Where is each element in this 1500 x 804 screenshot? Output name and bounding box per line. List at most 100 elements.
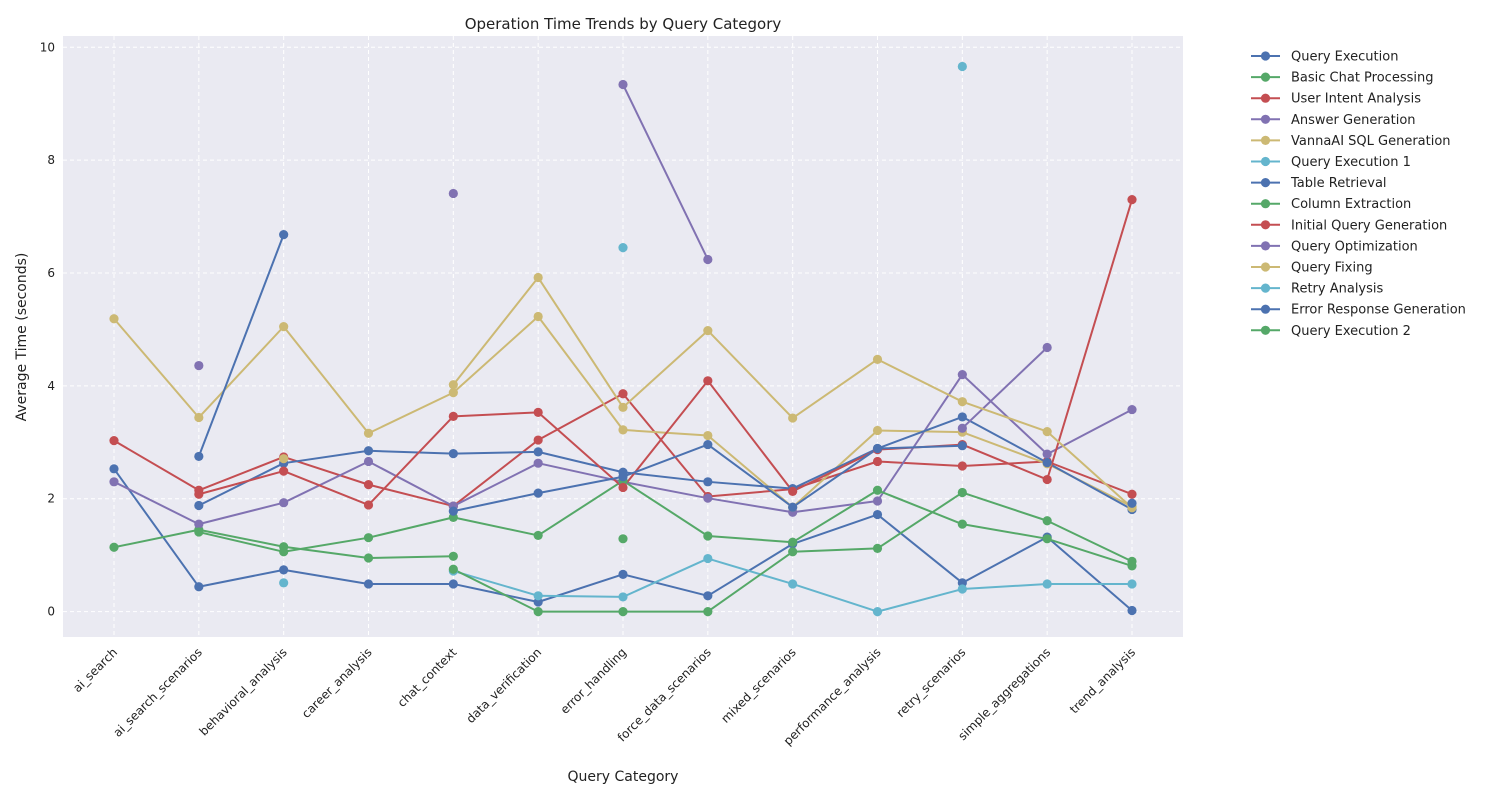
legend-label: Query Optimization xyxy=(1291,239,1418,254)
data-point xyxy=(957,423,967,433)
data-point xyxy=(279,230,289,240)
legend-label: Query Fixing xyxy=(1291,261,1373,276)
series-line xyxy=(622,84,709,260)
data-point xyxy=(363,480,374,490)
data-point xyxy=(1042,342,1052,353)
x-tick-label: simple_aggregations xyxy=(955,645,1053,743)
x-tick-label: performance_analysis xyxy=(781,645,884,748)
data-point xyxy=(448,506,458,516)
x-tick-label: data_verification xyxy=(463,645,544,726)
data-point xyxy=(448,564,458,574)
data-point xyxy=(957,519,967,529)
data-point xyxy=(618,569,628,579)
data-point xyxy=(872,443,883,454)
data-point xyxy=(872,607,883,617)
data-point xyxy=(533,447,543,457)
data-point xyxy=(279,498,289,508)
data-point xyxy=(109,477,119,487)
data-point xyxy=(957,584,967,594)
legend-swatch-marker xyxy=(1260,220,1271,230)
data-point xyxy=(448,551,458,561)
legend-swatch-marker xyxy=(1260,283,1271,293)
legend-swatch-marker xyxy=(1260,72,1271,82)
data-point xyxy=(448,380,458,390)
data-point xyxy=(872,456,883,467)
data-point xyxy=(194,582,204,592)
legend-label: Query Execution xyxy=(1291,50,1398,65)
x-tick-label: ai_search_scenarios xyxy=(110,645,204,739)
legend-swatch-marker xyxy=(1260,178,1271,188)
legend-label: Table Retrieval xyxy=(1290,176,1387,191)
data-point xyxy=(872,354,883,364)
y-tick-label: 10 xyxy=(40,40,55,54)
data-point xyxy=(1127,498,1137,508)
data-point xyxy=(1042,474,1052,485)
data-point xyxy=(1127,579,1137,589)
legend-swatch-marker xyxy=(1260,114,1271,124)
data-point xyxy=(957,61,967,72)
data-point xyxy=(363,533,374,543)
data-point xyxy=(194,489,204,499)
y-tick-label: 6 xyxy=(47,266,55,280)
legend-label: Answer Generation xyxy=(1291,113,1416,128)
data-point xyxy=(618,389,628,399)
x-tick-label: error_handling xyxy=(558,645,630,717)
data-point xyxy=(618,425,628,435)
data-point xyxy=(703,477,713,487)
data-point xyxy=(618,592,628,602)
data-point xyxy=(703,430,713,441)
legend-swatch-marker xyxy=(1260,156,1271,167)
data-point xyxy=(448,448,458,459)
x-tick-labels: ai_searchai_search_scenariosbehavioral_a… xyxy=(70,645,1138,748)
series-markers xyxy=(109,61,1137,617)
data-point xyxy=(363,428,374,438)
data-point xyxy=(703,553,713,564)
data-point xyxy=(1042,534,1052,544)
legend-label: Column Extraction xyxy=(1291,197,1411,212)
legend-label: Query Execution 2 xyxy=(1291,324,1411,339)
y-tick-label: 4 xyxy=(47,379,55,393)
legend-label: Error Response Generation xyxy=(1291,303,1466,318)
data-point xyxy=(279,466,289,476)
x-tick-label: trend_analysis xyxy=(1067,645,1138,716)
data-point xyxy=(194,451,204,462)
series-line xyxy=(198,479,1133,567)
legend-swatch-marker xyxy=(1260,199,1271,209)
data-point xyxy=(703,531,713,541)
series-line xyxy=(198,199,1133,506)
data-point xyxy=(363,456,374,467)
legend-label: Query Execution 1 xyxy=(1291,155,1411,170)
data-point xyxy=(448,411,458,421)
data-point xyxy=(957,412,967,422)
data-point xyxy=(872,543,883,554)
data-point xyxy=(533,458,543,468)
x-axis-label: Query Category xyxy=(568,769,679,785)
data-point xyxy=(703,607,713,617)
x-tick-label: retry_scenarios xyxy=(894,645,969,720)
legend-swatch-marker xyxy=(1260,325,1271,335)
data-point xyxy=(618,482,628,493)
data-point xyxy=(109,464,119,474)
legend-swatch-marker xyxy=(1260,241,1271,251)
y-axis-label: Average Time (seconds) xyxy=(14,253,30,422)
data-point xyxy=(1042,516,1052,526)
series-line xyxy=(197,234,285,457)
data-point xyxy=(279,454,289,464)
data-point xyxy=(1042,426,1052,437)
data-point xyxy=(194,412,204,423)
x-tick-label: career_analysis xyxy=(299,645,375,721)
data-point xyxy=(703,254,713,265)
chart-title: Operation Time Trends by Query Category xyxy=(465,15,782,33)
y-tick-label: 0 xyxy=(47,605,55,619)
legend-label: Basic Chat Processing xyxy=(1291,71,1433,86)
data-point xyxy=(533,530,543,541)
data-point xyxy=(533,591,543,601)
data-point xyxy=(788,502,798,512)
data-point xyxy=(788,486,798,497)
data-point xyxy=(703,493,713,503)
legend-label: Initial Query Generation xyxy=(1291,218,1447,233)
data-point xyxy=(533,407,543,418)
data-point xyxy=(1127,556,1137,566)
